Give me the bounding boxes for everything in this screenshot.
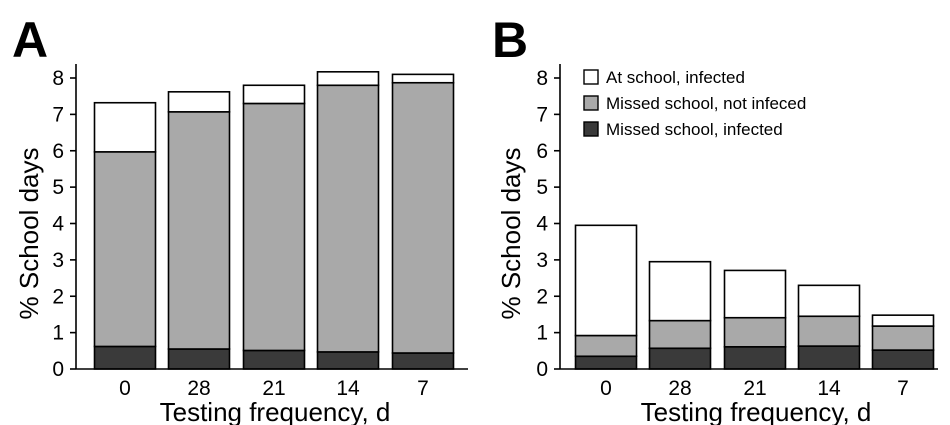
- bar-segment-28-0: [167, 348, 231, 370]
- bar-segment-7-1: [871, 325, 935, 351]
- bar-segment-7-2: [871, 314, 935, 327]
- panel-letter: B: [492, 12, 528, 68]
- bar-segment-28-1: [167, 111, 231, 350]
- x-tick-label: 21: [262, 377, 285, 400]
- legend-label: At school, infected: [606, 68, 745, 87]
- x-axis-title: Testing frequency, d: [160, 397, 391, 425]
- y-tick-label: 1: [52, 322, 64, 345]
- bar-segment-14-0: [316, 351, 380, 370]
- bar-segment-21-2: [242, 84, 306, 105]
- bar-segment-0-0: [93, 345, 157, 370]
- y-tick-label: 0: [536, 358, 548, 381]
- y-axis-title: % School days: [496, 148, 526, 320]
- x-tick-label: 0: [600, 377, 612, 400]
- y-tick-label: 5: [536, 176, 548, 199]
- legend-swatch: [583, 121, 599, 137]
- legend-label: Missed school, infected: [606, 120, 783, 139]
- bar-segment-21-1: [723, 316, 787, 348]
- bar-segment-0-2: [93, 101, 157, 153]
- x-tick-label: 21: [743, 377, 766, 400]
- bar-segment-14-0: [797, 345, 861, 370]
- y-tick-label: 4: [536, 213, 548, 236]
- bar-segment-7-1: [391, 81, 455, 354]
- y-tick-label: 7: [536, 103, 548, 126]
- y-tick-label: 5: [52, 176, 64, 199]
- y-tick-label: 6: [536, 140, 548, 163]
- x-tick-label: 14: [336, 377, 360, 400]
- bar-segment-0-1: [93, 151, 157, 348]
- panel-b: B 0 1 2 3 4 5 6 7 8 0 28 21 14 7 Testing frequency, d % …: [492, 12, 938, 425]
- x-tick-label: 7: [417, 377, 429, 400]
- bar-segment-14-1: [316, 84, 380, 353]
- y-tick-label: 0: [52, 358, 64, 381]
- x-tick-label: 14: [817, 377, 841, 400]
- bar-segment-28-1: [648, 319, 712, 350]
- bar-segment-21-0: [242, 349, 306, 370]
- x-tick-label: 7: [897, 377, 909, 400]
- bar-segment-14-2: [316, 71, 380, 87]
- x-tick-label: 28: [187, 377, 210, 400]
- bar-segment-21-2: [723, 269, 787, 319]
- legend-swatch: [583, 95, 599, 111]
- bar-segment-0-1: [574, 334, 638, 358]
- bar-segment-7-0: [391, 352, 455, 370]
- bar-segment-28-2: [167, 91, 231, 113]
- y-axis-title: % School days: [14, 148, 44, 320]
- y-tick-label: 8: [536, 67, 548, 90]
- bar-segment-14-1: [797, 315, 861, 347]
- x-tick-label: 0: [119, 377, 131, 400]
- panel-a: A 0 1 2 3 4 5 6 7 8 0 28 21 14 7 Testing frequency, d % …: [12, 12, 468, 425]
- y-tick-label: 4: [52, 213, 64, 236]
- y-tick-label: 2: [536, 285, 548, 308]
- bar-segment-28-0: [648, 347, 712, 370]
- bar-segment-0-0: [574, 355, 638, 370]
- y-tick-label: 8: [52, 67, 64, 90]
- bar-segment-0-2: [574, 224, 638, 337]
- y-tick-label: 2: [52, 285, 64, 308]
- legend-swatch: [583, 69, 599, 85]
- y-tick-label: 3: [536, 249, 548, 272]
- bar-segment-14-2: [797, 284, 861, 318]
- legend-label: Missed school, not infeced: [606, 94, 806, 113]
- bar-segment-28-2: [648, 260, 712, 322]
- x-tick-label: 28: [668, 377, 691, 400]
- y-tick-label: 3: [52, 249, 64, 272]
- bar-segment-21-0: [723, 346, 787, 370]
- bar-segment-7-0: [871, 349, 935, 370]
- y-tick-label: 1: [536, 322, 548, 345]
- y-tick-label: 7: [52, 103, 64, 126]
- bar-segment-7-2: [391, 73, 455, 84]
- y-tick-label: 6: [52, 140, 64, 163]
- panel-letter: A: [12, 12, 48, 68]
- bar-segment-21-1: [242, 102, 306, 352]
- x-axis-title: Testing frequency, d: [641, 397, 872, 425]
